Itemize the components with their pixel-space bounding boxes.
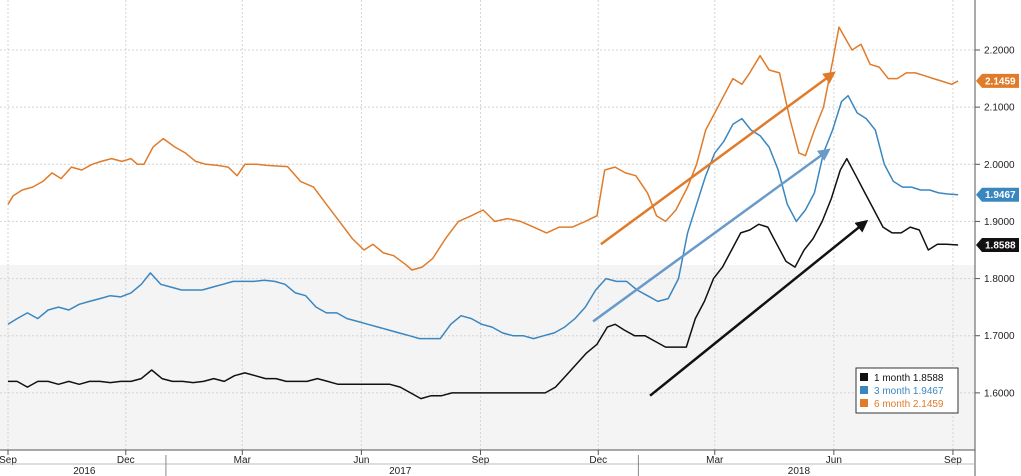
tag-background [976,237,1019,252]
trend-arrow [649,219,869,397]
series-line-1-month [8,157,959,400]
legend-label: 3 month 1.9467 [874,386,944,397]
tag-background [976,73,1019,88]
year-label: 2017 [389,466,412,476]
legend: 1 month 1.8588 3 month 1.9467 6 month 2.14… [855,367,959,414]
year-label: 2016 [73,466,96,476]
y-tick-label: 1.7000 [984,331,1015,342]
x-tick-label: Jun [826,455,842,466]
x-tick-label: Mar [234,455,252,466]
annotation-layer [592,71,869,397]
y-tick-label: 1.9000 [984,217,1015,228]
tag-value: 2.1459 [985,76,1016,87]
x-tick-label: Dec [117,455,135,466]
y-tick-label: 1.6000 [984,388,1015,399]
year-label: 2018 [788,466,811,476]
y-tick-label: 1.8000 [984,274,1015,285]
grid-layer [0,0,975,450]
x-tick-label: Sep [944,455,962,466]
trend-arrow [592,148,831,323]
y-tick-label: 2.2000 [984,46,1015,57]
x-tick-label: Mar [706,455,724,466]
legend-swatch [860,386,868,394]
legend-swatch [860,399,868,407]
last-value-tag-6-month: 2.1459 [976,73,1019,88]
x-tick-label: Dec [589,455,607,466]
legend-label: 6 month 2.1459 [874,399,944,410]
y-tick-label: 2.0000 [984,160,1015,171]
series-layer [7,26,959,400]
tag-value: 1.9467 [985,190,1016,201]
legend-box [855,367,959,414]
legend-label: 1 month 1.8588 [874,373,944,384]
tag-value: 1.8588 [985,240,1016,251]
series-line-6-month [7,26,959,271]
plot-area-band-lower [0,265,975,450]
legend-swatch [860,373,868,381]
tag-background [976,187,1019,202]
x-tick-label: Sep [472,455,490,466]
y-tick-label: 2.1000 [984,103,1015,114]
last-value-tag-3-month: 1.9467 [976,187,1019,202]
series-line-3-month [7,94,959,340]
tag-layer: 2.1459 1.9467 1.8588 [976,73,1019,252]
trend-arrow [600,71,836,246]
last-value-tag-1-month: 1.8588 [976,237,1019,252]
x-tick-label: Jun [353,455,369,466]
x-tick-label: Sep [0,455,17,466]
